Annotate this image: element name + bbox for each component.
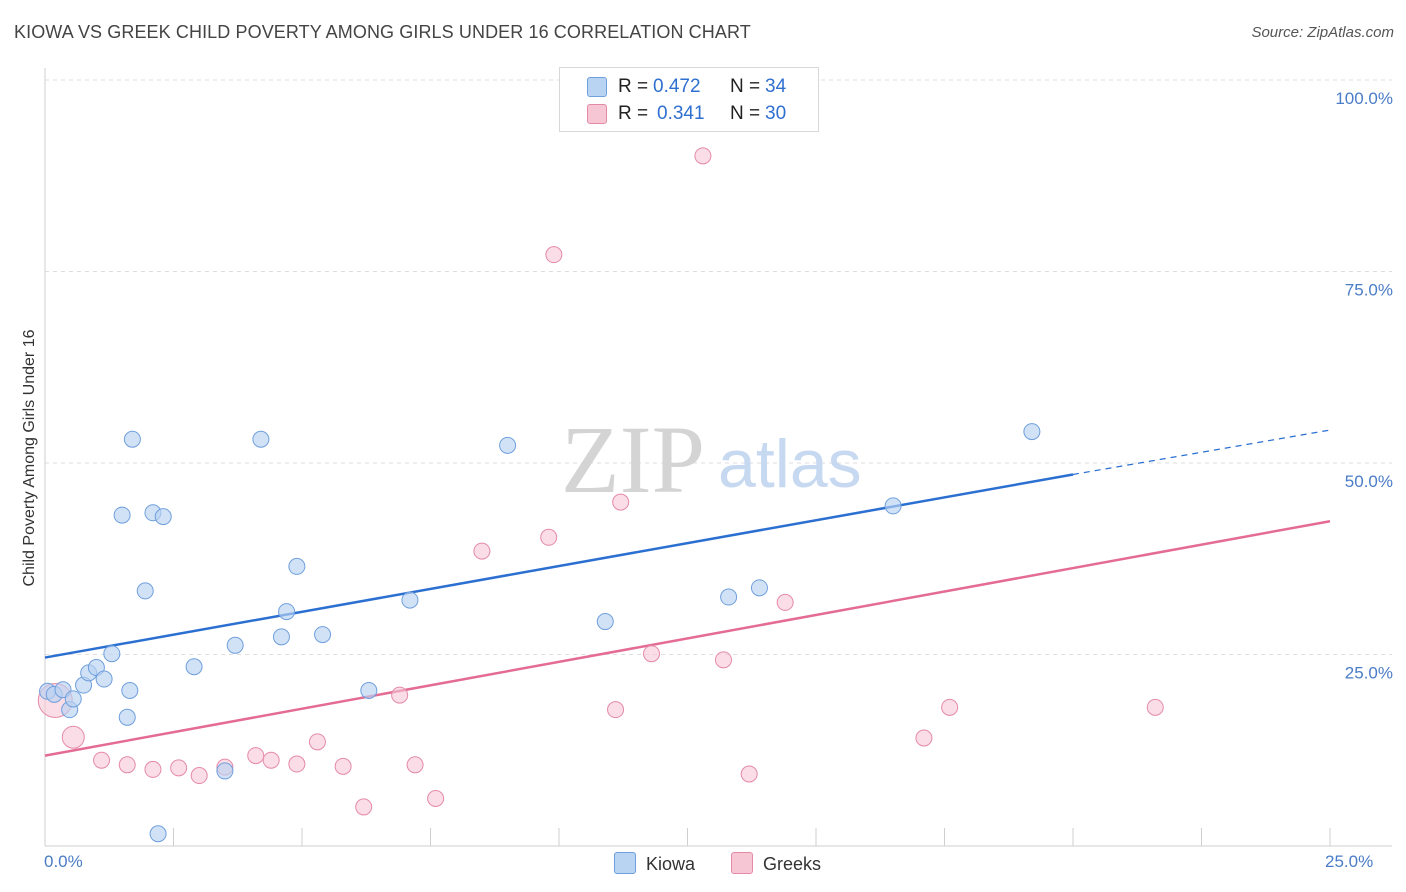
kiowa-point (1023, 423, 1041, 441)
greeks-point (118, 756, 136, 774)
greeks-swatch (587, 104, 607, 124)
greeks-point (776, 593, 794, 611)
kiowa-point (121, 682, 139, 700)
greeks-point (473, 542, 491, 560)
greeks-point (61, 725, 85, 749)
legend-item-kiowa: Kiowa (614, 852, 695, 875)
kiowa-point (720, 588, 738, 606)
kiowa-point (252, 430, 270, 448)
data-points (37, 147, 1164, 843)
y-tick-label-100: 100.0% (1335, 89, 1393, 108)
kiowa-point (123, 430, 141, 448)
greeks-point (406, 756, 424, 774)
greeks-point (190, 767, 208, 785)
kiowa-point (314, 626, 332, 644)
greeks-point (247, 747, 265, 765)
greeks-point (607, 701, 625, 719)
greeks-point (170, 759, 188, 777)
x-tick-max: 25.0% (1325, 852, 1374, 871)
kiowa-r-value: 0.472 (653, 76, 701, 97)
kiowa-point (884, 497, 902, 515)
greeks-point (643, 645, 661, 663)
kiowa-point (185, 658, 203, 676)
greeks-point (308, 733, 326, 751)
greeks-point (262, 751, 280, 769)
greeks-r-label: R = (618, 103, 649, 124)
watermark-atlas: atlas (718, 426, 862, 502)
kiowa-point (136, 582, 154, 600)
watermark-zip: ZIP (561, 406, 705, 513)
kiowa-point (216, 762, 234, 780)
y-tick-labels: 25.0% 50.0% 75.0% 100.0% (1335, 89, 1393, 683)
axes (44, 68, 1392, 847)
gridlines (45, 79, 1392, 655)
greeks-point (714, 651, 732, 669)
kiowa-trendline (44, 473, 1074, 659)
kiowa-point (113, 506, 131, 524)
kiowa-point (226, 636, 244, 654)
y-tick-label-25: 25.0% (1345, 664, 1393, 683)
greeks-n-label: N = (730, 103, 761, 124)
kiowa-r-label: R = (618, 76, 649, 97)
greeks-point (915, 729, 933, 747)
greeks-point (391, 686, 409, 704)
kiowa-point (499, 436, 517, 454)
y-tick-label-75: 75.0% (1345, 281, 1393, 300)
kiowa-point (360, 682, 378, 700)
kiowa-n-value: 34 (765, 76, 787, 97)
greeks-point (288, 755, 306, 773)
greeks-point (334, 757, 352, 775)
kiowa-swatch (587, 77, 607, 97)
greeks-point (93, 751, 111, 769)
greeks-n-value: 30 (765, 103, 787, 124)
legend-kiowa-label: Kiowa (646, 854, 696, 874)
greeks-point (144, 760, 162, 778)
kiowa-n-label: N = (730, 76, 761, 97)
greeks-point (694, 147, 712, 165)
greeks-point (941, 698, 959, 716)
greeks-trendline (44, 519, 1331, 757)
trendlines (44, 429, 1331, 757)
greeks-point (355, 798, 373, 816)
kiowa-point (278, 603, 296, 621)
greeks-point (612, 493, 630, 511)
kiowa-point (118, 708, 136, 726)
correlation-legend: R = 0.472 N = 34 R = 0.341 N = 30 (559, 67, 819, 132)
y-tick-label-50: 50.0% (1345, 472, 1393, 491)
x-tick-min: 0.0% (44, 852, 83, 871)
greeks-r-value: 0.341 (657, 103, 705, 124)
legend-kiowa-swatch (614, 852, 636, 874)
kiowa-point (64, 690, 82, 708)
kiowa-point (95, 670, 113, 688)
kiowa-point (103, 645, 121, 663)
kiowa-point (272, 628, 290, 646)
legend-greeks-label: Greeks (763, 854, 822, 874)
legend-greeks-swatch (731, 852, 753, 874)
kiowa-point (401, 591, 419, 609)
greeks-point (540, 528, 558, 546)
greeks-point (740, 765, 758, 783)
kiowa-point (154, 508, 172, 526)
greeks-point (1146, 698, 1164, 716)
kiowa-point (750, 579, 768, 597)
legend-item-greeks: Greeks (731, 852, 821, 875)
greeks-point (427, 790, 445, 808)
chart-title: KIOWA VS GREEK CHILD POVERTY AMONG GIRLS… (14, 22, 751, 42)
kiowa-point (149, 825, 167, 843)
greeks-point (545, 246, 563, 264)
kiowa-point (288, 557, 306, 575)
kiowa-point (596, 613, 614, 631)
kiowa-trendline-extension (1072, 429, 1331, 476)
source-label: Source: ZipAtlas.com (1251, 24, 1394, 41)
